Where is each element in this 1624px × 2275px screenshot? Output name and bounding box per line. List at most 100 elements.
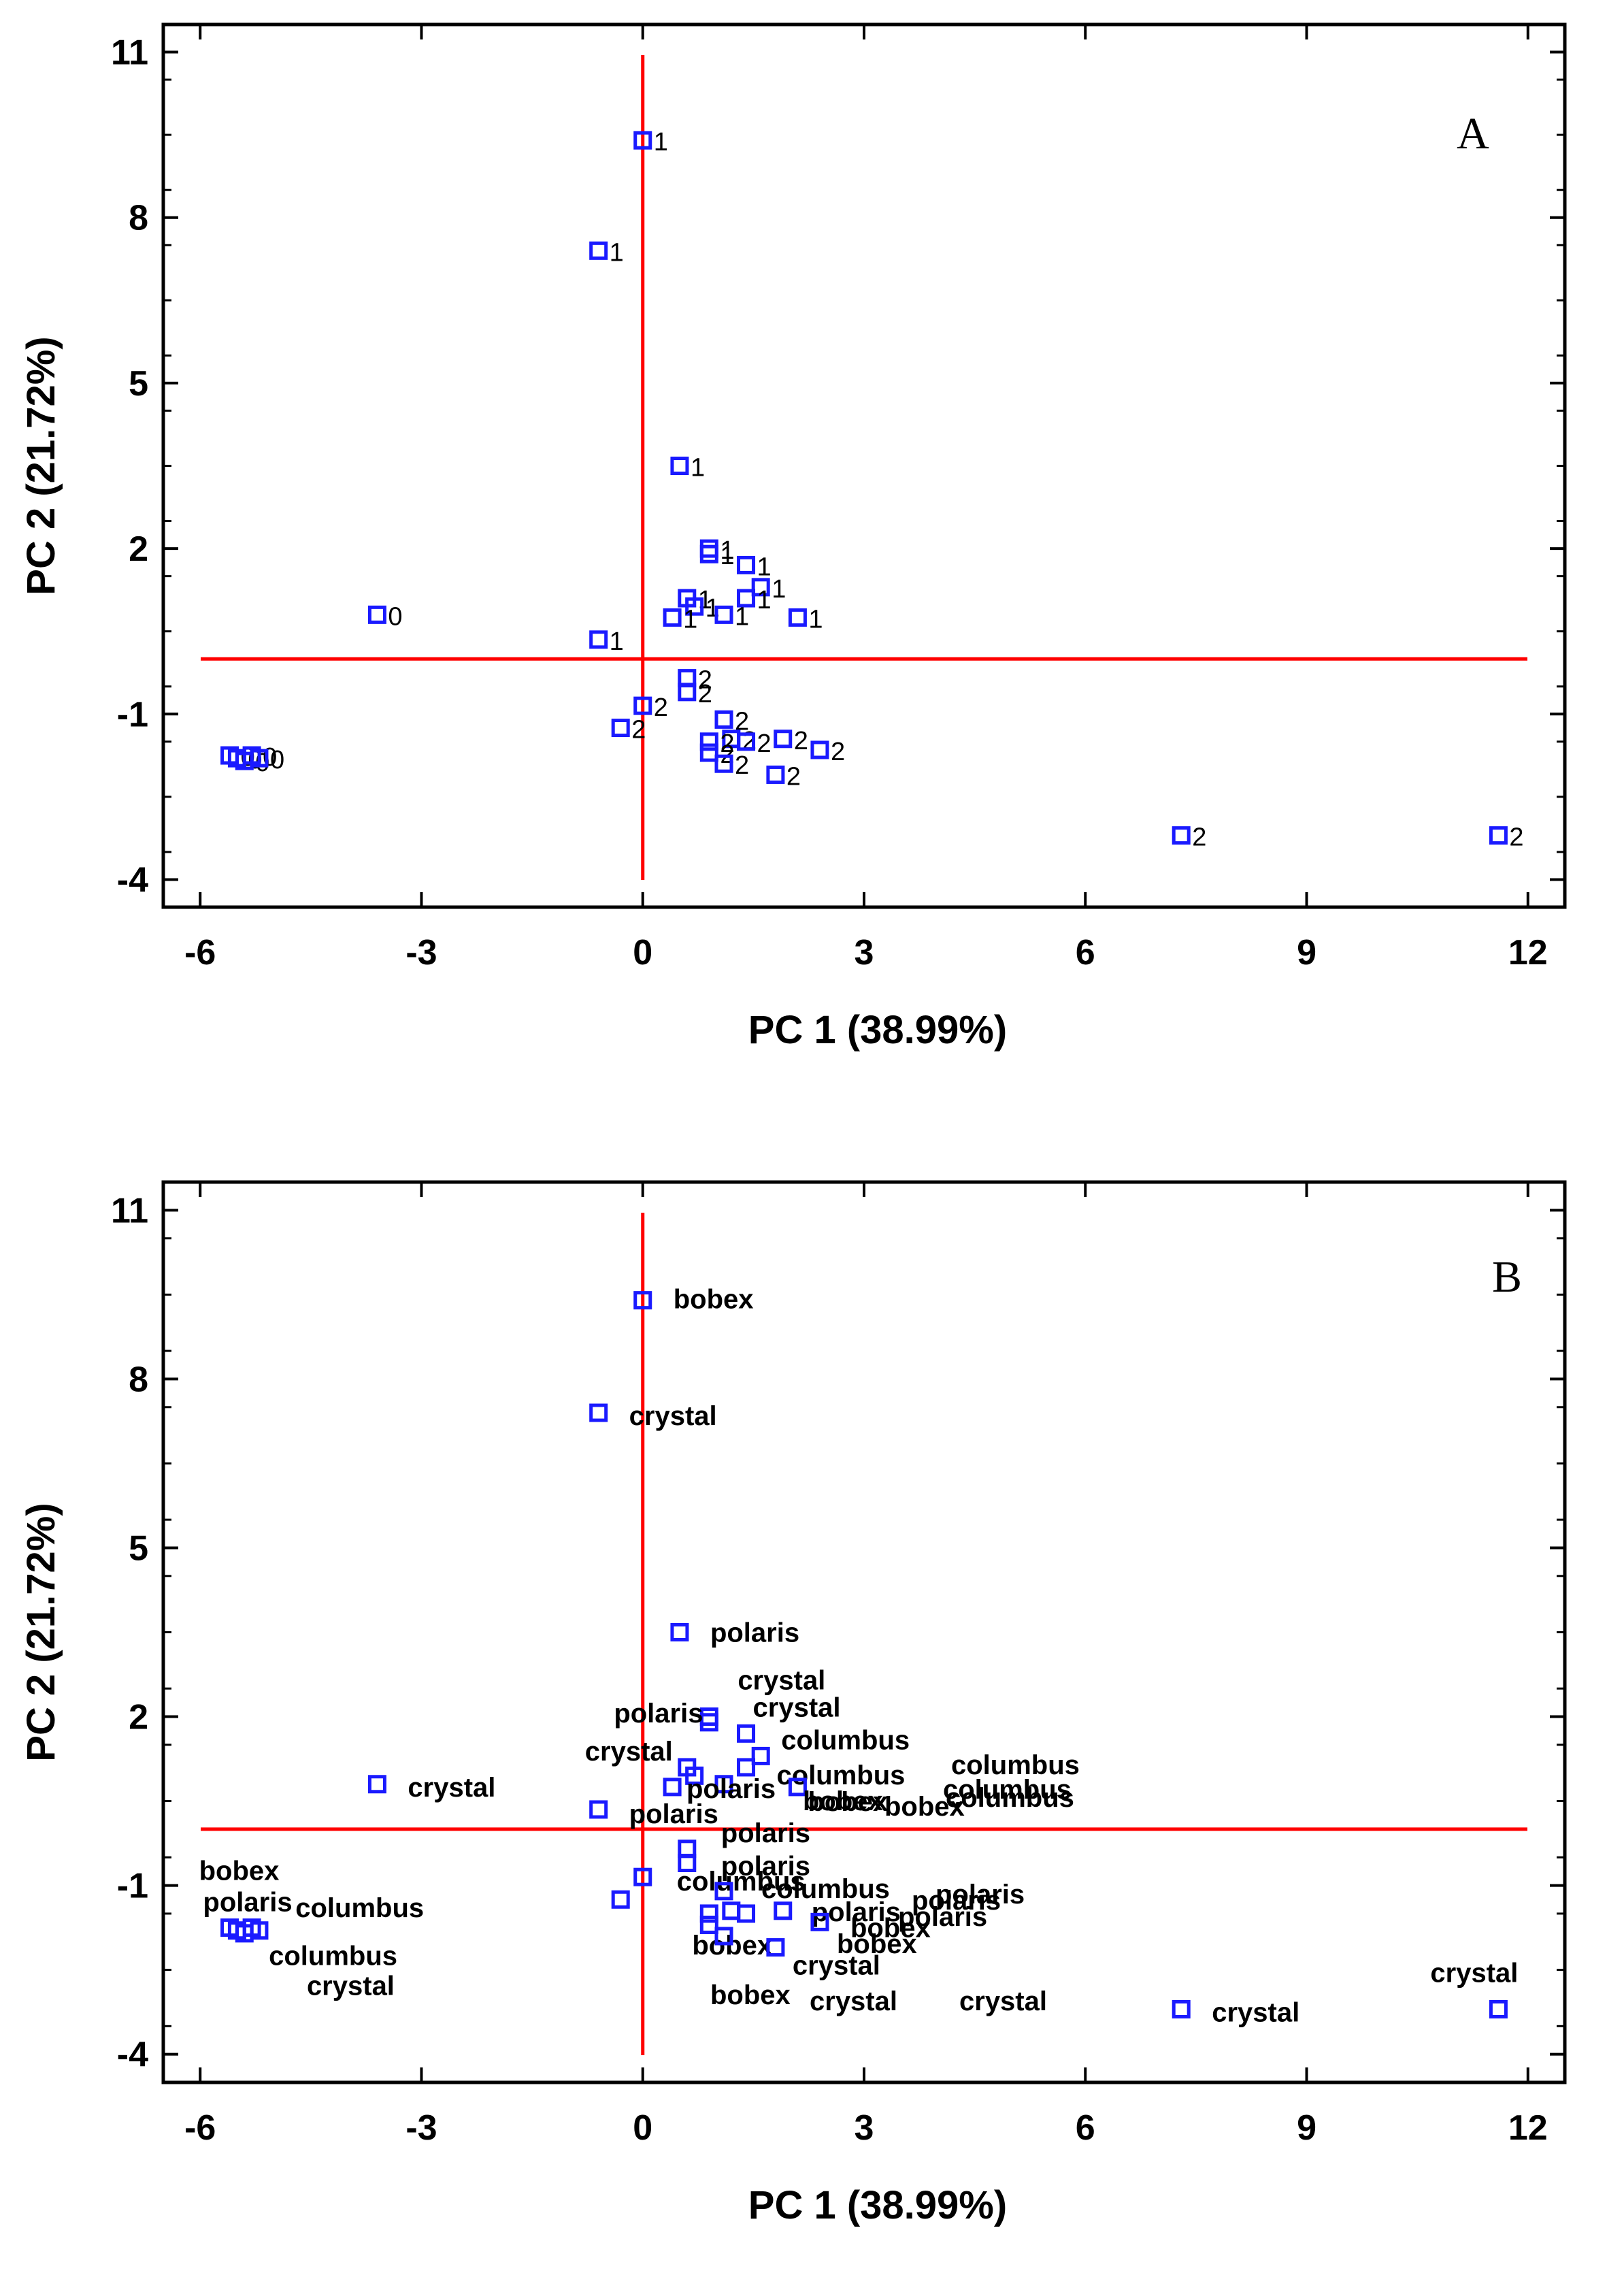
x-tick-label: 6 (1076, 933, 1095, 972)
data-point-label: bobex (850, 1913, 931, 1943)
data-point-label: polaris (721, 1852, 810, 1882)
data-point (699, 1915, 718, 1934)
y-axis-title: PC 2 (21.72%) (19, 1503, 63, 1761)
data-point (714, 710, 733, 729)
data-point-label: crystal (1212, 1998, 1299, 2028)
x-axis-title: PC 1 (38.99%) (748, 2183, 1007, 2227)
x-tick-label: -6 (184, 933, 216, 972)
x-tick-label: 3 (855, 933, 874, 972)
data-point-label: 1 (772, 575, 786, 604)
data-point (699, 1904, 718, 1923)
data-point (774, 1901, 793, 1920)
data-point (751, 578, 770, 597)
data-point (685, 597, 704, 616)
panel-letter: B (1492, 1252, 1522, 1302)
data-point-label: 2 (735, 751, 749, 780)
data-point (1172, 2000, 1191, 2019)
data-point-label: 1 (720, 542, 734, 570)
y-tick-label: 11 (111, 33, 148, 73)
data-point-label: 2 (831, 738, 845, 766)
data-point (751, 1746, 770, 1765)
data-point-label: polaris (898, 1902, 987, 1932)
data-point (766, 1938, 785, 1957)
data-point-label: polaris (614, 1699, 703, 1729)
data-point (810, 1912, 829, 1931)
data-point-label: 1 (735, 602, 749, 631)
data-point (367, 605, 386, 624)
data-point-label: 1 (720, 536, 734, 565)
x-tick-label: 3 (855, 2108, 874, 2148)
data-point (737, 1904, 756, 1923)
data-point (714, 754, 733, 773)
data-point-label: 2 (1509, 823, 1523, 852)
data-point-label: crystal (585, 1737, 673, 1767)
data-point (788, 608, 807, 627)
data-point-label: crystal (629, 1401, 717, 1431)
data-point (722, 1901, 741, 1920)
data-point-label: 1 (808, 605, 823, 634)
data-point (737, 589, 756, 608)
y-axis-title: PC 2 (21.72%) (19, 336, 63, 595)
data-point-label: columbus (777, 1761, 906, 1790)
data-point (1489, 2000, 1508, 2019)
data-point-label: 2 (794, 727, 808, 755)
data-point-label: columbus (781, 1725, 910, 1755)
data-point (611, 719, 630, 738)
y-tick-label: 8 (129, 1360, 148, 1399)
y-tick-label: 8 (129, 199, 148, 238)
data-point-label: bobex (710, 1980, 791, 2010)
data-point-label: crystal (1430, 1959, 1518, 1988)
data-point-label: polaris (710, 1618, 799, 1648)
data-point (685, 1766, 704, 1785)
y-tick-label: -1 (117, 695, 148, 734)
data-point-label: 2 (1192, 823, 1206, 852)
data-point (810, 740, 829, 759)
data-point-label: 1 (757, 586, 772, 615)
data-point (589, 241, 608, 260)
x-tick-label: -3 (405, 2108, 437, 2148)
data-point (663, 608, 682, 627)
y-tick-label: 2 (129, 529, 148, 569)
data-point (766, 765, 785, 784)
data-point (250, 1921, 269, 1940)
x-tick-label: 12 (1508, 2108, 1548, 2148)
data-point-label: polaris (686, 1774, 776, 1804)
data-point (699, 732, 718, 751)
data-point (250, 749, 269, 768)
x-tick-label: 0 (633, 933, 652, 972)
y-tick-label: 5 (129, 364, 148, 404)
data-point (611, 1890, 630, 1909)
data-point-label: bobex (199, 1856, 280, 1886)
data-point-label: 0 (270, 746, 284, 774)
x-tick-label: 6 (1076, 2108, 1095, 2148)
data-point-label: 0 (388, 602, 402, 631)
data-point-label: bobex (808, 1787, 888, 1817)
data-point-label: columbus (761, 1874, 890, 1904)
data-point-label: 1 (610, 238, 624, 267)
data-point (1489, 826, 1508, 845)
data-point (699, 1707, 718, 1726)
data-point-label: bobex (884, 1792, 965, 1822)
data-point-label: columbus (946, 1783, 1074, 1813)
data-point (670, 457, 689, 475)
data-point (589, 630, 608, 649)
data-point (699, 743, 718, 762)
data-point-label: 1 (654, 128, 668, 157)
data-point-label: 1 (691, 454, 705, 482)
data-point-label: polaris (935, 1880, 1025, 1910)
y-tick-label: 5 (129, 1528, 148, 1568)
data-point (367, 1775, 386, 1794)
data-point-label: columbus (269, 1942, 397, 1971)
data-point (699, 539, 718, 558)
data-point (670, 1623, 689, 1641)
data-point-label: crystal (793, 1951, 880, 1981)
y-tick-label: -4 (117, 860, 148, 900)
data-point (714, 1882, 733, 1901)
data-point (589, 1403, 608, 1422)
plot-frame (161, 22, 1567, 909)
data-point-label: 1 (757, 553, 772, 581)
data-point-label: bobex (837, 1929, 917, 1959)
data-point (633, 1291, 652, 1310)
